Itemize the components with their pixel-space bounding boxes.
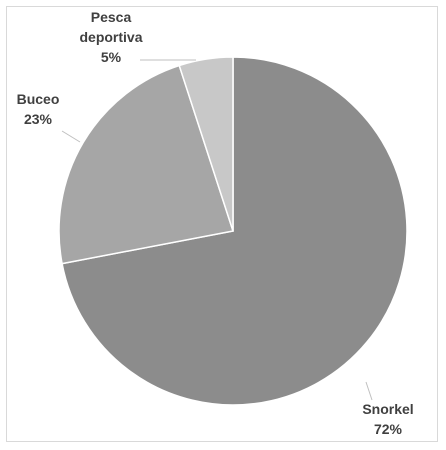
slice-label-snorkel: Snorkel 72% bbox=[362, 401, 413, 437]
leader-line-snorkel bbox=[365, 381, 373, 401]
pie-slice-snorkel bbox=[61, 56, 408, 406]
leader-line-buceo bbox=[61, 130, 81, 143]
slice-label-pesca-deportiva: Pesca deportiva 5% bbox=[79, 9, 142, 65]
pie-slice-buceo bbox=[58, 64, 234, 265]
slice-label-buceo: Buceo 23% bbox=[17, 91, 60, 127]
pie-slice-pesca-deportiva bbox=[178, 56, 234, 232]
